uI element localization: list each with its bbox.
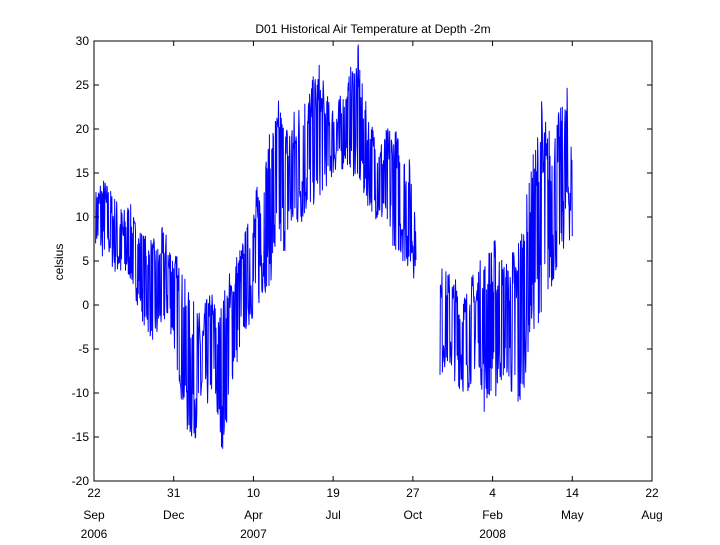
chart-title: D01 Historical Air Temperature at Depth …	[255, 22, 490, 36]
x-tick-month-label: Oct	[404, 508, 423, 522]
x-tick-month-label: Feb	[482, 508, 503, 522]
y-tick-label: 30	[76, 34, 90, 48]
x-tick-month-label: May	[561, 508, 584, 522]
x-tick-month-label: Dec	[163, 508, 184, 522]
x-tick-month-label: Sep	[83, 508, 105, 522]
x-tick-year-label: 2007	[240, 527, 267, 540]
x-tick-day-label: 19	[326, 486, 340, 500]
y-tick-label: 10	[76, 210, 90, 224]
y-tick-label: 20	[76, 122, 90, 136]
x-tick-day-label: 4	[489, 486, 496, 500]
x-tick-day-label: 22	[87, 486, 101, 500]
y-tick-label: 5	[82, 254, 89, 268]
y-tick-label: -20	[72, 474, 90, 488]
x-tick-month-label: Aug	[641, 508, 662, 522]
x-tick-year-label: 2008	[479, 527, 506, 540]
y-tick-label: 15	[76, 166, 90, 180]
y-tick-label: 25	[76, 78, 90, 92]
axes-group: -20 -15 -10 -5 0 5 10 15 20 25 30 22 Sep 2006 31 Dec 10 A…	[72, 34, 663, 541]
x-tick-day-label: 10	[247, 486, 261, 500]
y-tick-label: -15	[72, 430, 90, 444]
series-line-1	[439, 87, 573, 412]
x-tick-day-label: 14	[566, 486, 580, 500]
y-tick-label: -10	[72, 386, 90, 400]
y-tick-label: 0	[82, 298, 89, 312]
series-group	[95, 44, 573, 449]
x-tick-day-label: 27	[406, 486, 420, 500]
x-tick-month-label: Apr	[244, 508, 263, 522]
y-axis-label: celsius	[52, 244, 66, 281]
x-tick-year-label: 2006	[81, 527, 108, 540]
series-line-0	[95, 44, 417, 449]
y-tick-label: -5	[78, 342, 89, 356]
x-tick-month-label: Jul	[325, 508, 340, 522]
x-tick-day-label: 22	[645, 486, 659, 500]
x-tick-day-label: 31	[167, 486, 181, 500]
